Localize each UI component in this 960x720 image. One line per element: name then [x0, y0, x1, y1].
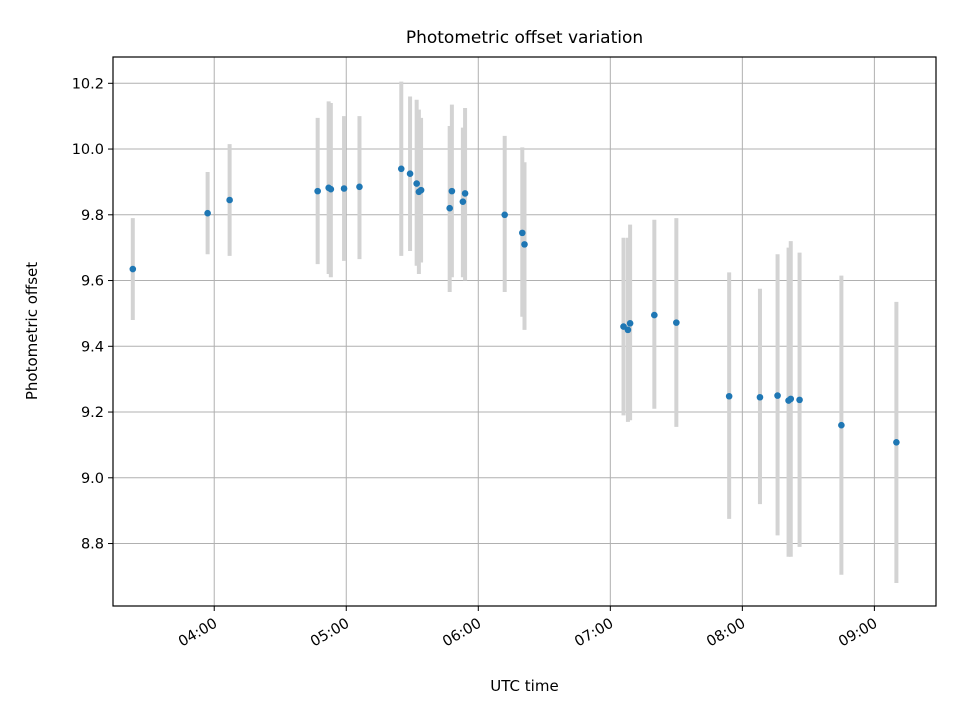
data-point	[340, 185, 348, 192]
data-point	[226, 196, 233, 204]
y-tick-label: 8.8	[81, 537, 104, 553]
data-point	[651, 311, 658, 319]
data-point	[626, 319, 634, 327]
y-tick-label: 10.0	[72, 142, 104, 158]
y-tick-label: 9.8	[81, 208, 104, 224]
y-axis-label: Photometric offset	[23, 262, 41, 400]
y-tick-label: 10.2	[72, 76, 104, 92]
data-point	[459, 198, 467, 205]
data-point	[129, 265, 137, 273]
y-tick-label: 9.6	[81, 274, 104, 290]
data-point	[406, 170, 414, 178]
data-point	[673, 319, 680, 326]
y-tick-label: 9.4	[81, 339, 104, 355]
plot-frame	[112, 56, 937, 607]
data-point	[448, 187, 456, 195]
data-point	[787, 395, 795, 403]
data-points	[129, 165, 900, 446]
data-point	[327, 185, 335, 193]
data-point	[417, 186, 425, 194]
data-point	[796, 396, 803, 404]
data-point	[518, 229, 526, 237]
chart-title: Photometric offset variation	[406, 28, 643, 48]
data-point	[501, 211, 508, 219]
data-point	[774, 392, 781, 399]
data-point	[521, 241, 528, 248]
y-tick-label: 9.2	[81, 405, 104, 421]
data-point	[356, 183, 363, 191]
data-point	[413, 180, 420, 187]
data-point	[397, 165, 405, 173]
data-point	[725, 392, 733, 400]
data-point	[204, 209, 211, 217]
data-point	[756, 393, 764, 401]
data-point	[838, 421, 845, 429]
y-tick-label: 9.0	[81, 471, 104, 487]
grid	[113, 57, 936, 606]
data-point	[893, 438, 900, 446]
x-axis-label: UTC time	[490, 677, 558, 695]
data-point	[314, 187, 321, 195]
data-point	[624, 326, 632, 334]
data-point	[461, 190, 469, 197]
data-point	[446, 204, 453, 212]
y-axis-ticks: 8.8 9.0 9.2 9.4 9.6 9.8 10.0 10.2	[72, 76, 113, 553]
